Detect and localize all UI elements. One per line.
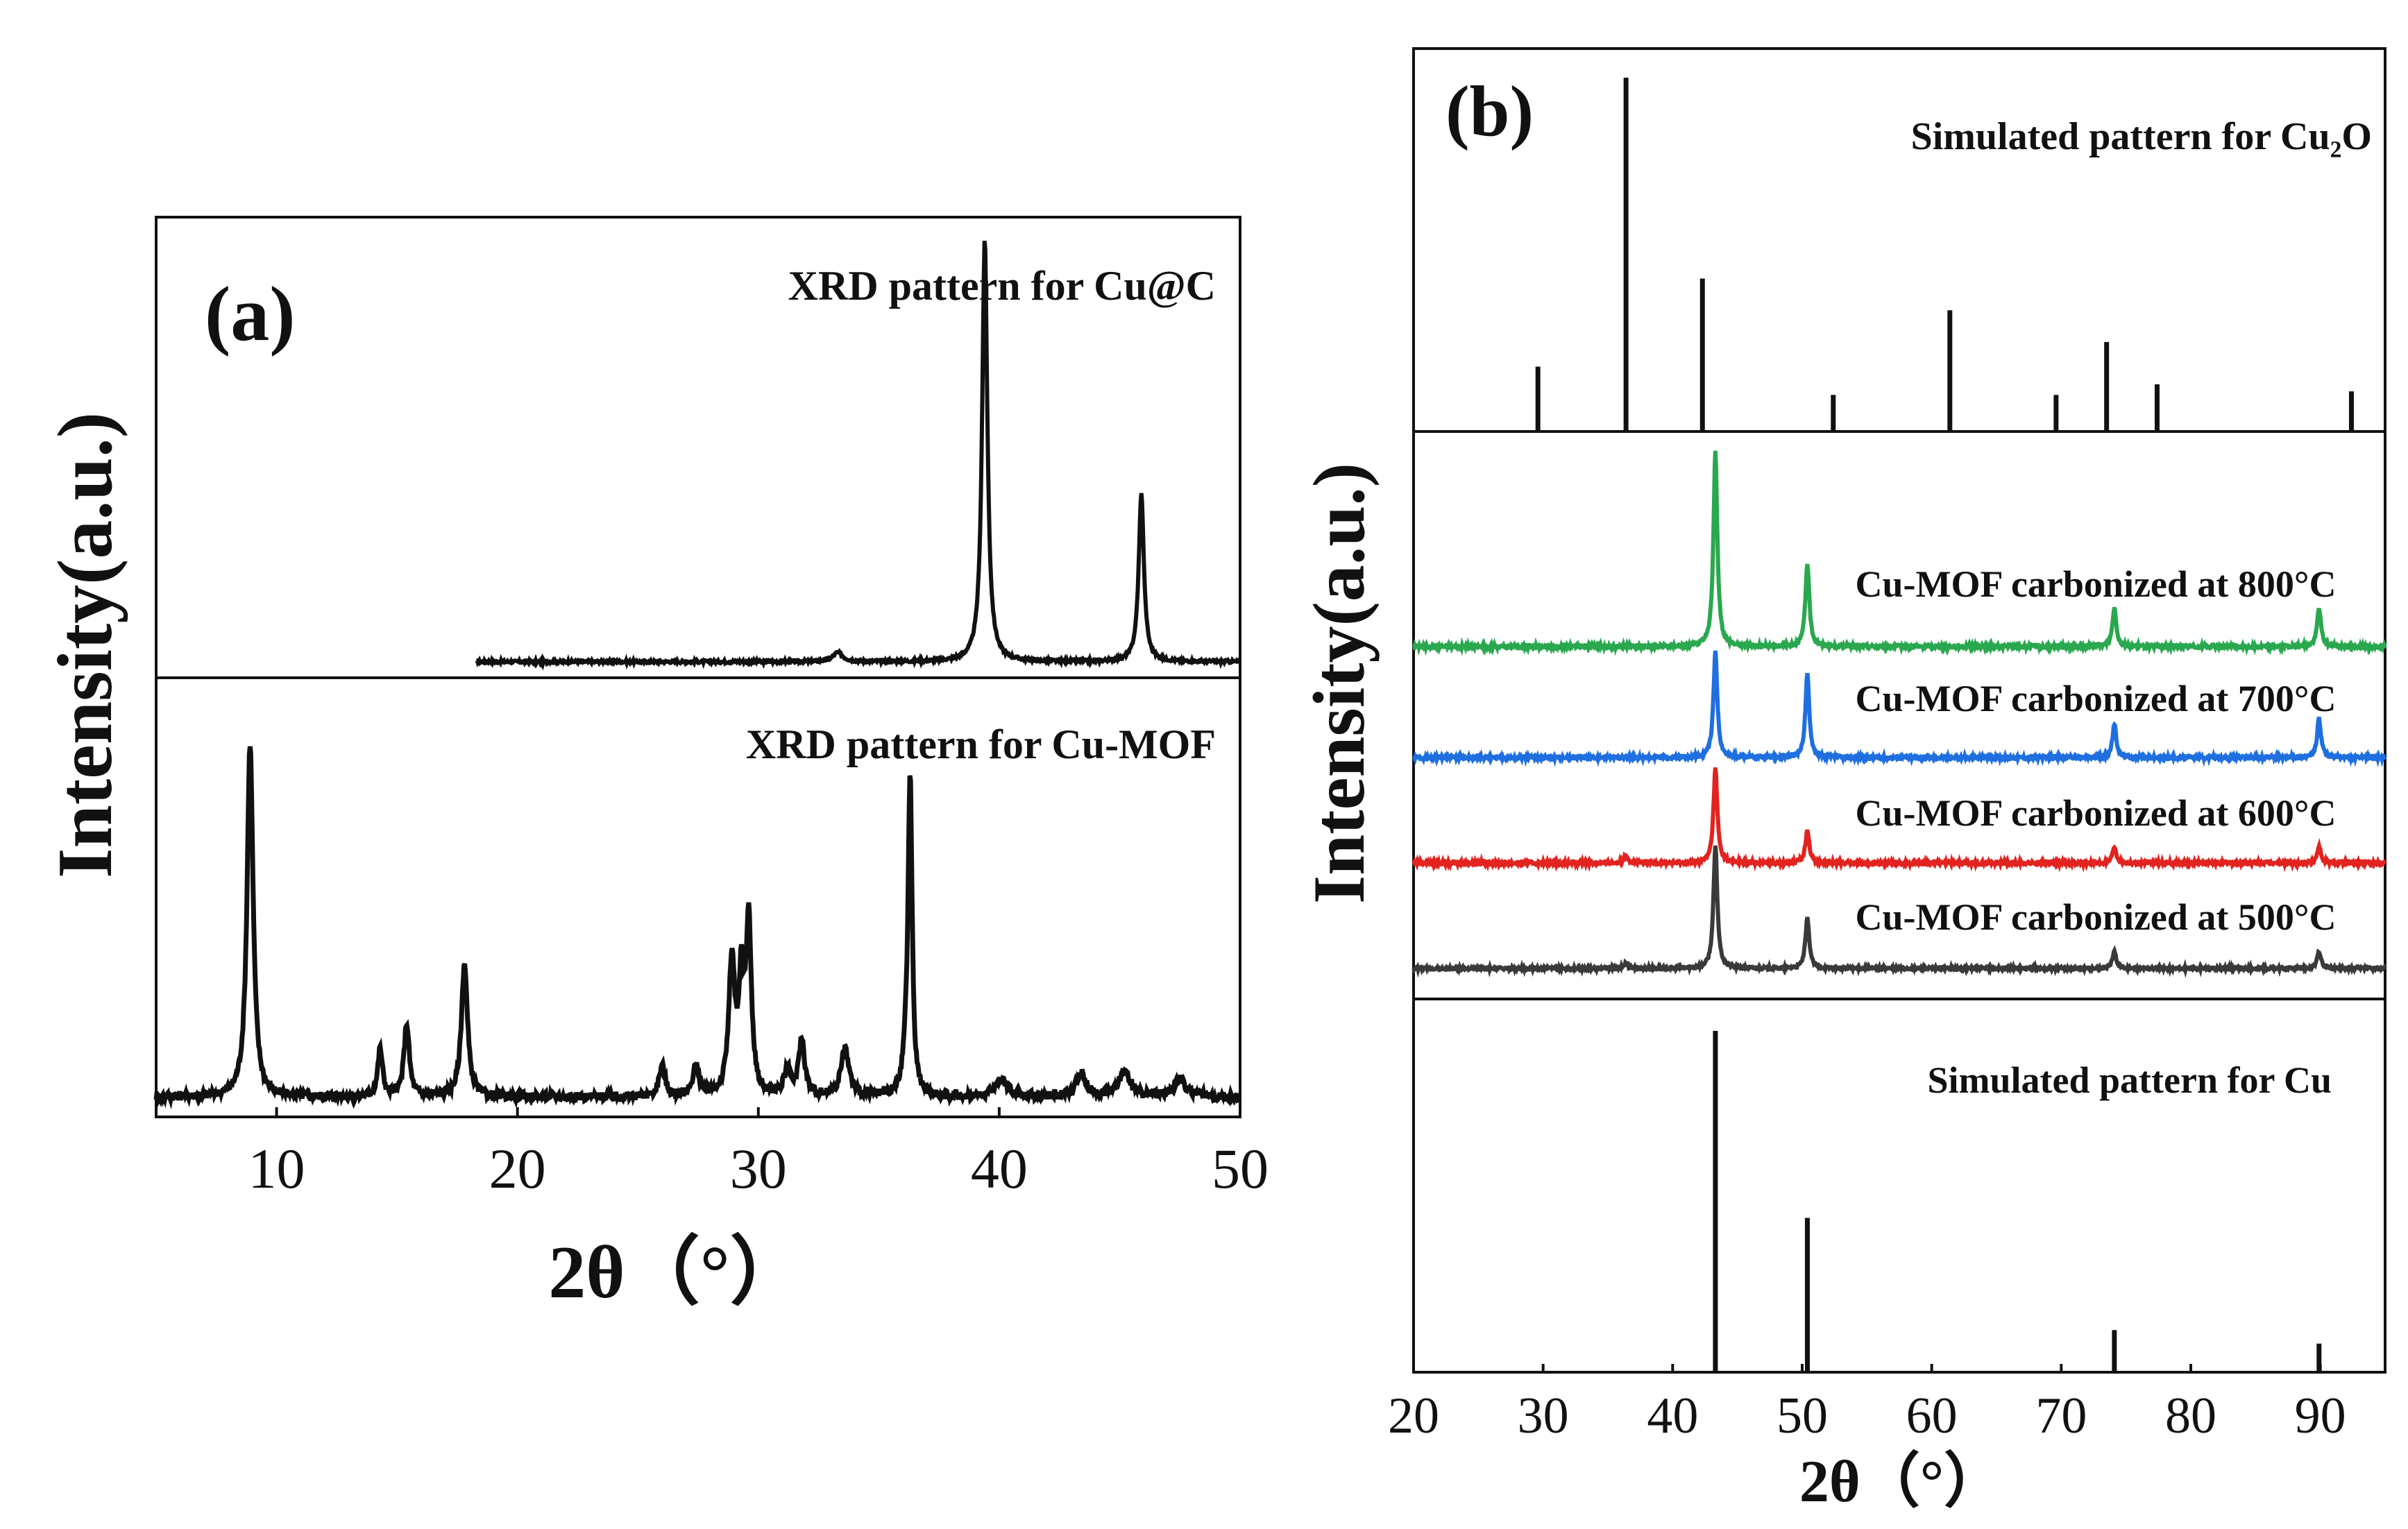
panel-b-x-axis-label: 2θ（°） [1799,1448,2003,1514]
panel-b-tick-label: 70 [2035,1387,2087,1444]
panel-a-frame [155,216,1241,1118]
series-line-800c [1412,450,2387,656]
panel-b: (b) Intensity(a.u.) 2θ（°） Simulated patt… [1298,47,2387,1514]
panel-a-label: (a) [205,271,296,357]
cu-mof-pattern-line [153,746,1241,1110]
panel-b-tick-label: 20 [1388,1387,1439,1444]
panel-b-tick-label: 90 [2295,1387,2346,1444]
series-line-700c [1412,650,2387,768]
panel-a-top-series-label: XRD pattern for Cu@C [788,263,1216,309]
series-label-500c: Cu-MOF carbonized at 500°C [1855,896,2336,938]
panel-b-x-ticks: 20 30 40 50 60 70 80 90 [1388,1364,2346,1444]
panel-a-bottom-series-label: XRD pattern for Cu-MOF [746,721,1216,767]
series-line-600c [1411,767,2386,873]
panel-a-tick-label: 50 [1212,1137,1269,1200]
panel-a-tick-label: 10 [248,1137,305,1200]
panel-a-x-axis-label: 2θ（°） [548,1231,805,1314]
cu2o-reference-label: Simulated pattern for Cu₂O [1911,115,2372,158]
panel-b-frame [1412,47,2386,1374]
panel-a-tick-label: 20 [489,1137,546,1200]
series-line-500c [1411,845,2387,978]
panel-b-y-axis-label: Intensity(a.u.) [1298,463,1380,904]
panel-a-tick-label: 40 [971,1137,1028,1200]
panel-a-x-ticks: 10 20 30 40 50 [248,1107,1269,1200]
panel-b-tick-label: 50 [1777,1387,1828,1444]
carbonized-series-lines [1411,450,2387,978]
series-label-600c: Cu-MOF carbonized at 600°C [1855,792,2336,834]
cu-c-pattern-line [475,240,1241,671]
panel-b-tick-label: 80 [2165,1387,2216,1444]
panel-a-y-axis-label: Intensity(a.u.) [42,412,128,878]
panel-a-tick-label: 30 [730,1137,787,1200]
series-label-800c: Cu-MOF carbonized at 800°C [1855,563,2336,605]
panel-b-tick-label: 30 [1518,1387,1569,1444]
panel-a: (a) Intensity(a.u.) 2θ（°） XRD pattern fo… [42,216,1269,1314]
panel-b-tick-label: 40 [1647,1387,1698,1444]
panel-b-tick-label: 60 [1906,1387,1958,1444]
panel-b-label: (b) [1445,71,1534,151]
cu2o-reference-sticks [1535,78,2354,430]
cu-reference-label: Simulated pattern for Cu [1927,1059,2332,1101]
series-label-700c: Cu-MOF carbonized at 700°C [1855,678,2336,719]
